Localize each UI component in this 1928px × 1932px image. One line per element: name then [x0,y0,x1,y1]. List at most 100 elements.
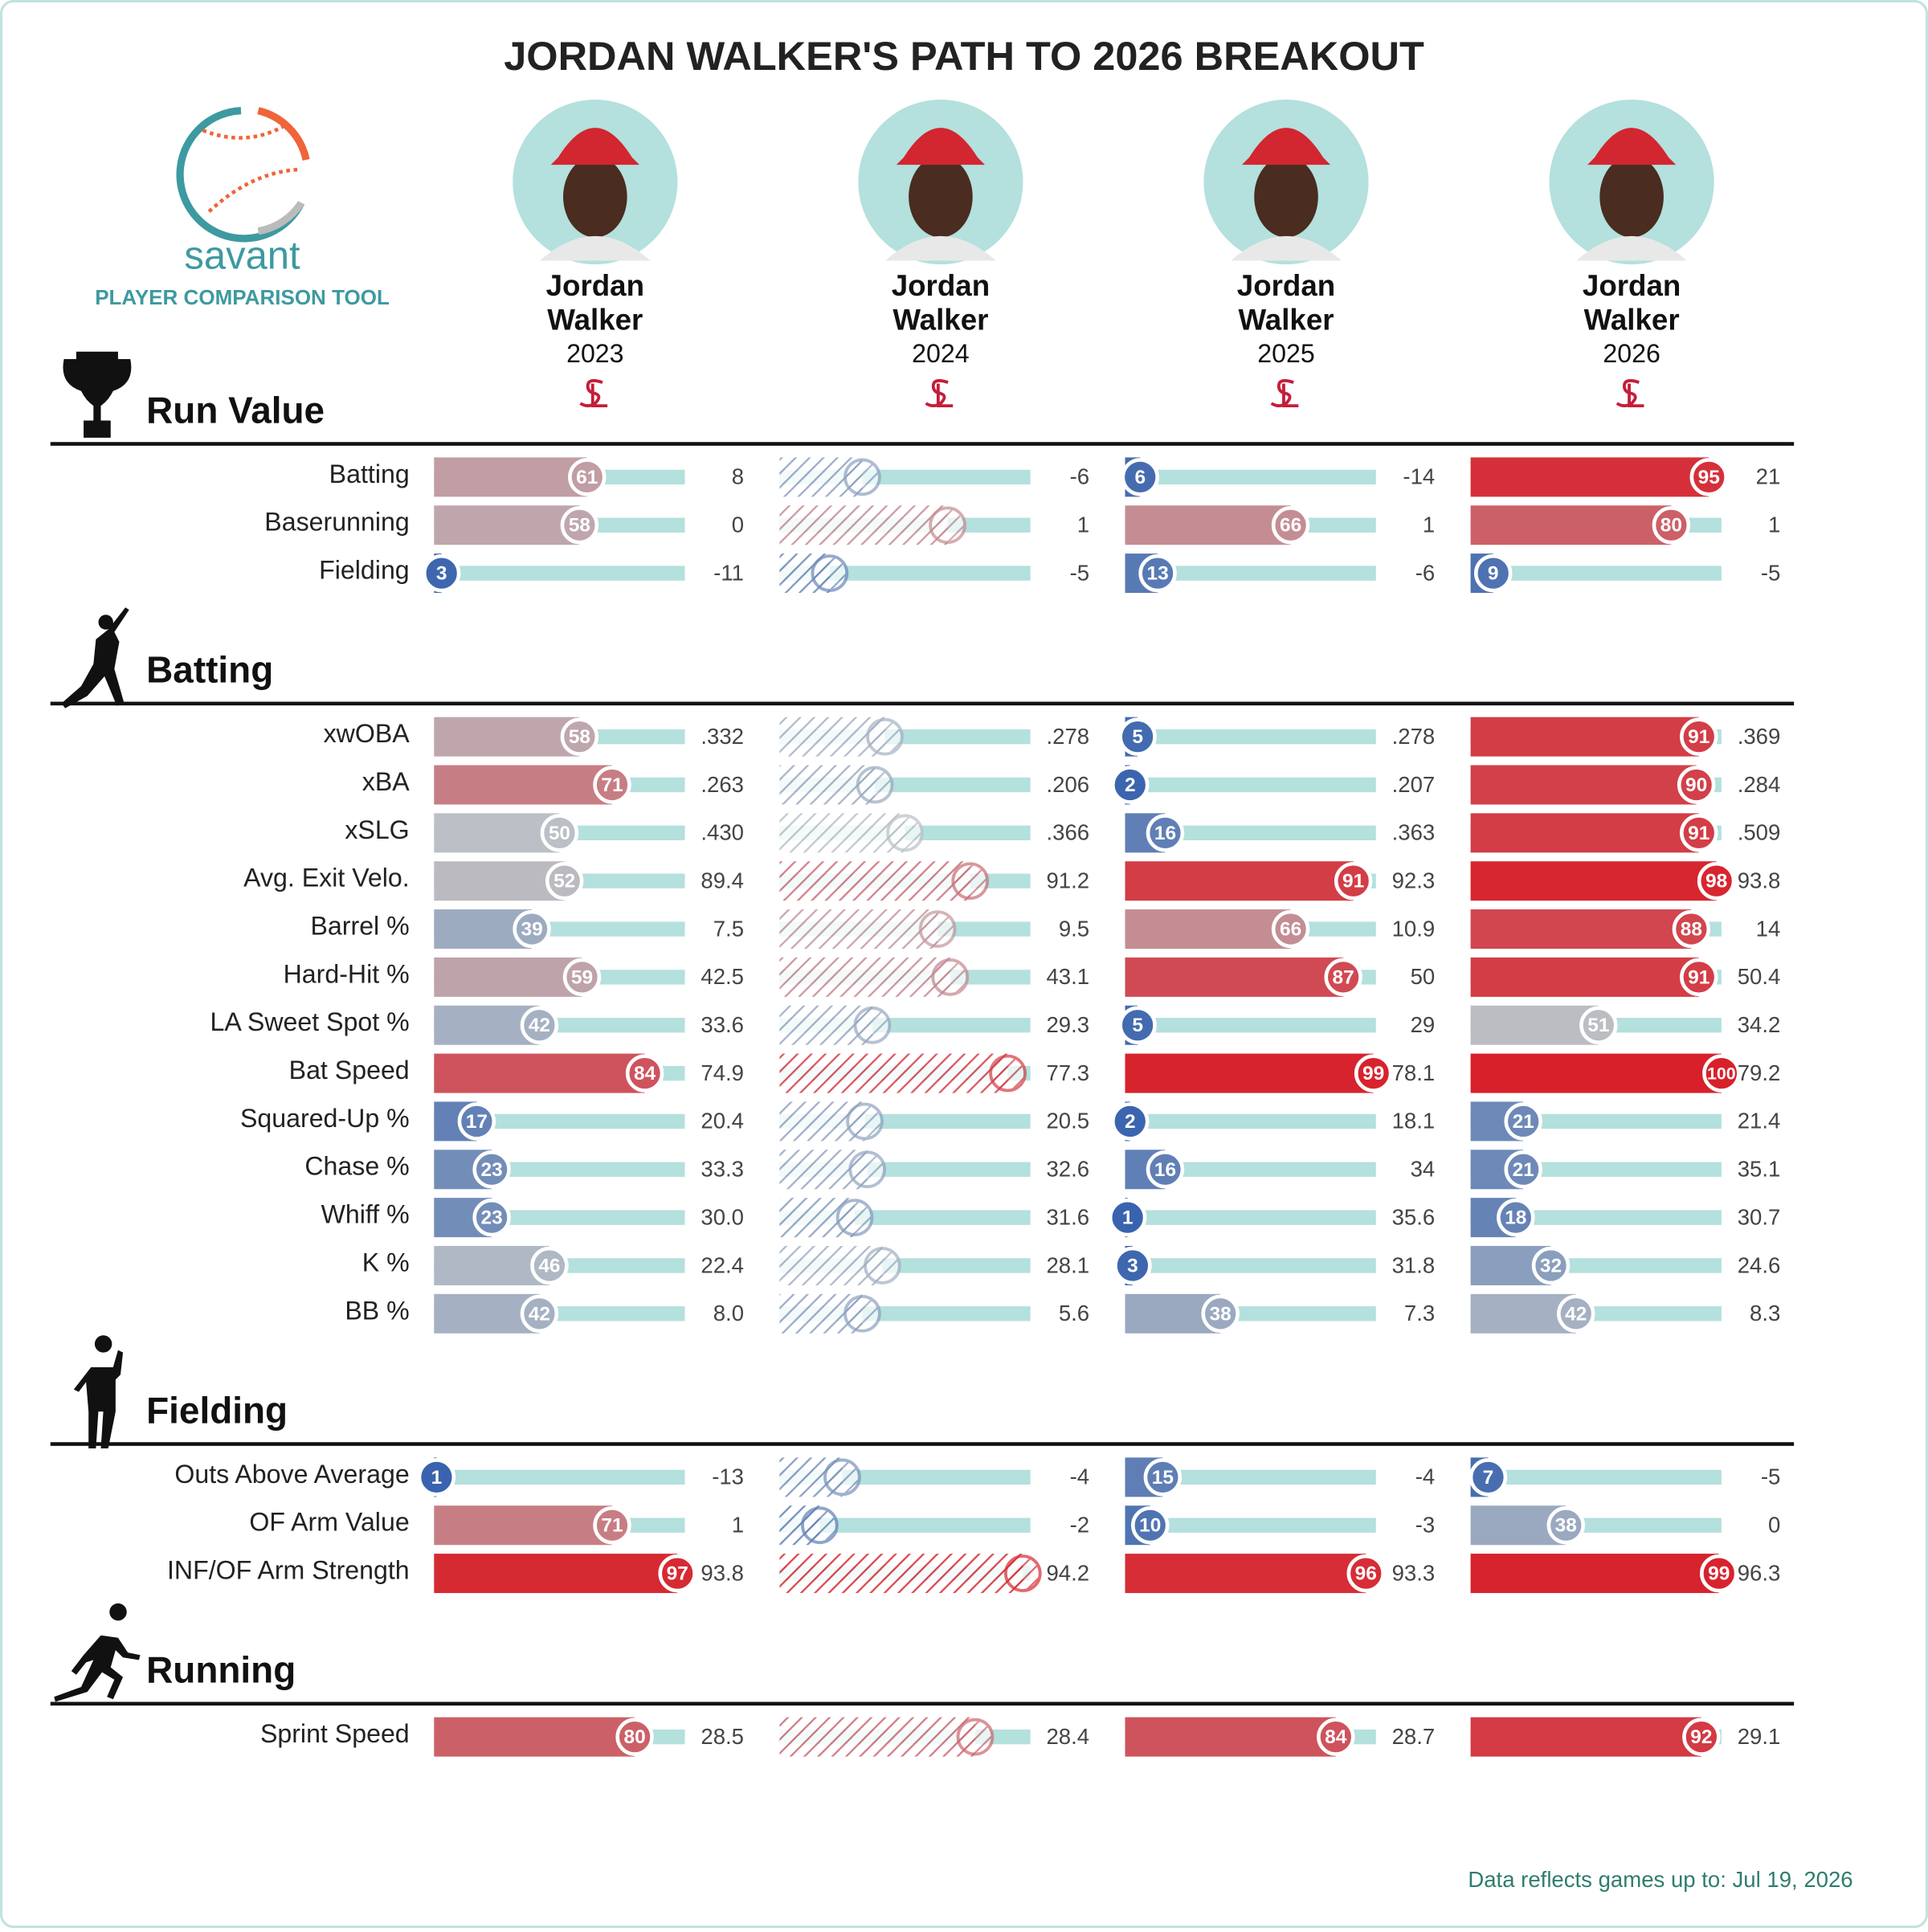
percentile-label: 58 [569,726,590,748]
track [434,566,685,581]
player-first-name: Jordan [1583,269,1681,302]
percentile-dot [472,1150,511,1189]
percentile-dot [520,1006,559,1044]
percentile-dot [520,1294,559,1334]
percentile-label: 90 [1685,774,1707,796]
percentile-bar [1125,957,1344,997]
team-logo [925,378,954,408]
percentile-dot [472,1198,511,1237]
percentile-dot [422,553,461,593]
track [1125,469,1376,485]
percentile-label: 51 [1587,1015,1609,1036]
percentile-label: 38 [1210,1303,1232,1325]
metric-value: 7.3 [1404,1301,1435,1325]
percentile-dot [866,717,904,756]
percentile-bar [1470,1554,1719,1594]
section-icons [54,351,141,1702]
percentile-dot [457,1102,496,1141]
metric-value: 29.3 [1046,1012,1089,1037]
percentile-label: 42 [529,1015,550,1036]
section-title: Batting [146,649,273,691]
percentile-label: 84 [634,1063,656,1084]
metric-label: Outs Above Average [174,1460,409,1489]
percentile-bar [1470,909,1692,950]
percentile-dot [540,814,579,852]
percentile-dot [931,958,970,996]
track [1125,1210,1376,1225]
percentile-label: 66 [1280,919,1301,941]
percentile-label: 3 [1127,1255,1138,1276]
player-last-name: Walker [893,304,988,337]
percentile-bar [1125,909,1291,950]
metric-value: 94.2 [1046,1560,1089,1585]
percentile-label: 80 [623,1726,645,1748]
player-cap [1587,128,1677,165]
metric-value: 28.7 [1392,1724,1436,1749]
percentile-dot [1118,717,1157,756]
percentile-bar [1470,813,1699,853]
player-cap [896,128,986,165]
metric-value: 24.6 [1738,1252,1781,1277]
percentile-bar [1470,505,1672,545]
metric-value: .363 [1392,820,1436,845]
percentile-dot [1108,1198,1147,1237]
percentile-bar [779,909,938,950]
metric-value: 96.3 [1738,1560,1781,1585]
player-season: 2023 [566,339,623,368]
percentile-dot [1324,958,1362,997]
percentile-dot [853,1006,892,1044]
percentile-bar [779,505,948,545]
percentile-dot [1334,861,1373,901]
percentile-dot [1546,1506,1585,1545]
section-rule [50,442,1795,446]
metric-value: 34 [1411,1157,1436,1182]
player-season: 2026 [1603,339,1660,368]
percentile-dot [1672,909,1711,949]
metric-value: -4 [1070,1464,1090,1489]
metric-value: 31.8 [1392,1252,1436,1277]
metric-value: 14 [1756,916,1781,941]
percentile-label: 58 [569,515,590,537]
percentile-bar [434,1245,549,1285]
percentile-bar [1470,957,1699,997]
percentile-dot [1468,1458,1508,1497]
percentile-dot [1689,458,1728,496]
section-rule [50,1442,1795,1446]
player-cap [550,128,639,165]
metric-label: K % [362,1248,410,1276]
percentile-bar [1470,765,1697,805]
track [434,1113,685,1129]
metric-value: 20.5 [1046,1109,1089,1133]
percentile-dot [545,861,584,901]
percentile-dot [844,1294,881,1333]
savant-logo: savant PLAYER COMPARISON TOOL [95,107,390,309]
metric-label: BB % [345,1296,409,1325]
percentile-dot [951,862,990,901]
percentile-dot [823,1458,861,1497]
metric-value: 93.3 [1392,1560,1436,1585]
metric-value: 50.4 [1738,964,1781,989]
metric-value: .206 [1046,772,1089,797]
percentile-bar [1470,1005,1599,1045]
metric-value: 28.5 [701,1724,744,1749]
percentile-bar [779,1717,975,1757]
percentile-bar [434,861,565,901]
percentile-dot [568,458,607,496]
metric-value: 1 [1768,513,1780,537]
percentile-dot [835,1199,874,1236]
percentile-dot [1504,1102,1542,1141]
percentile-bar [1125,1717,1336,1757]
percentile-label: 2 [1125,774,1136,796]
metric-value: 30.0 [701,1204,744,1229]
player-face [909,156,973,238]
track [434,1469,685,1485]
percentile-label: 61 [576,467,598,488]
metric-value: -3 [1415,1513,1436,1538]
player-jersey [885,235,996,261]
metric-value: 8.3 [1750,1301,1780,1325]
metric-value: -11 [713,560,744,585]
percentile-bar [434,717,580,757]
player-jersey [1231,235,1342,261]
metric-value: .263 [701,772,744,797]
percentile-label: 1 [1122,1207,1134,1229]
